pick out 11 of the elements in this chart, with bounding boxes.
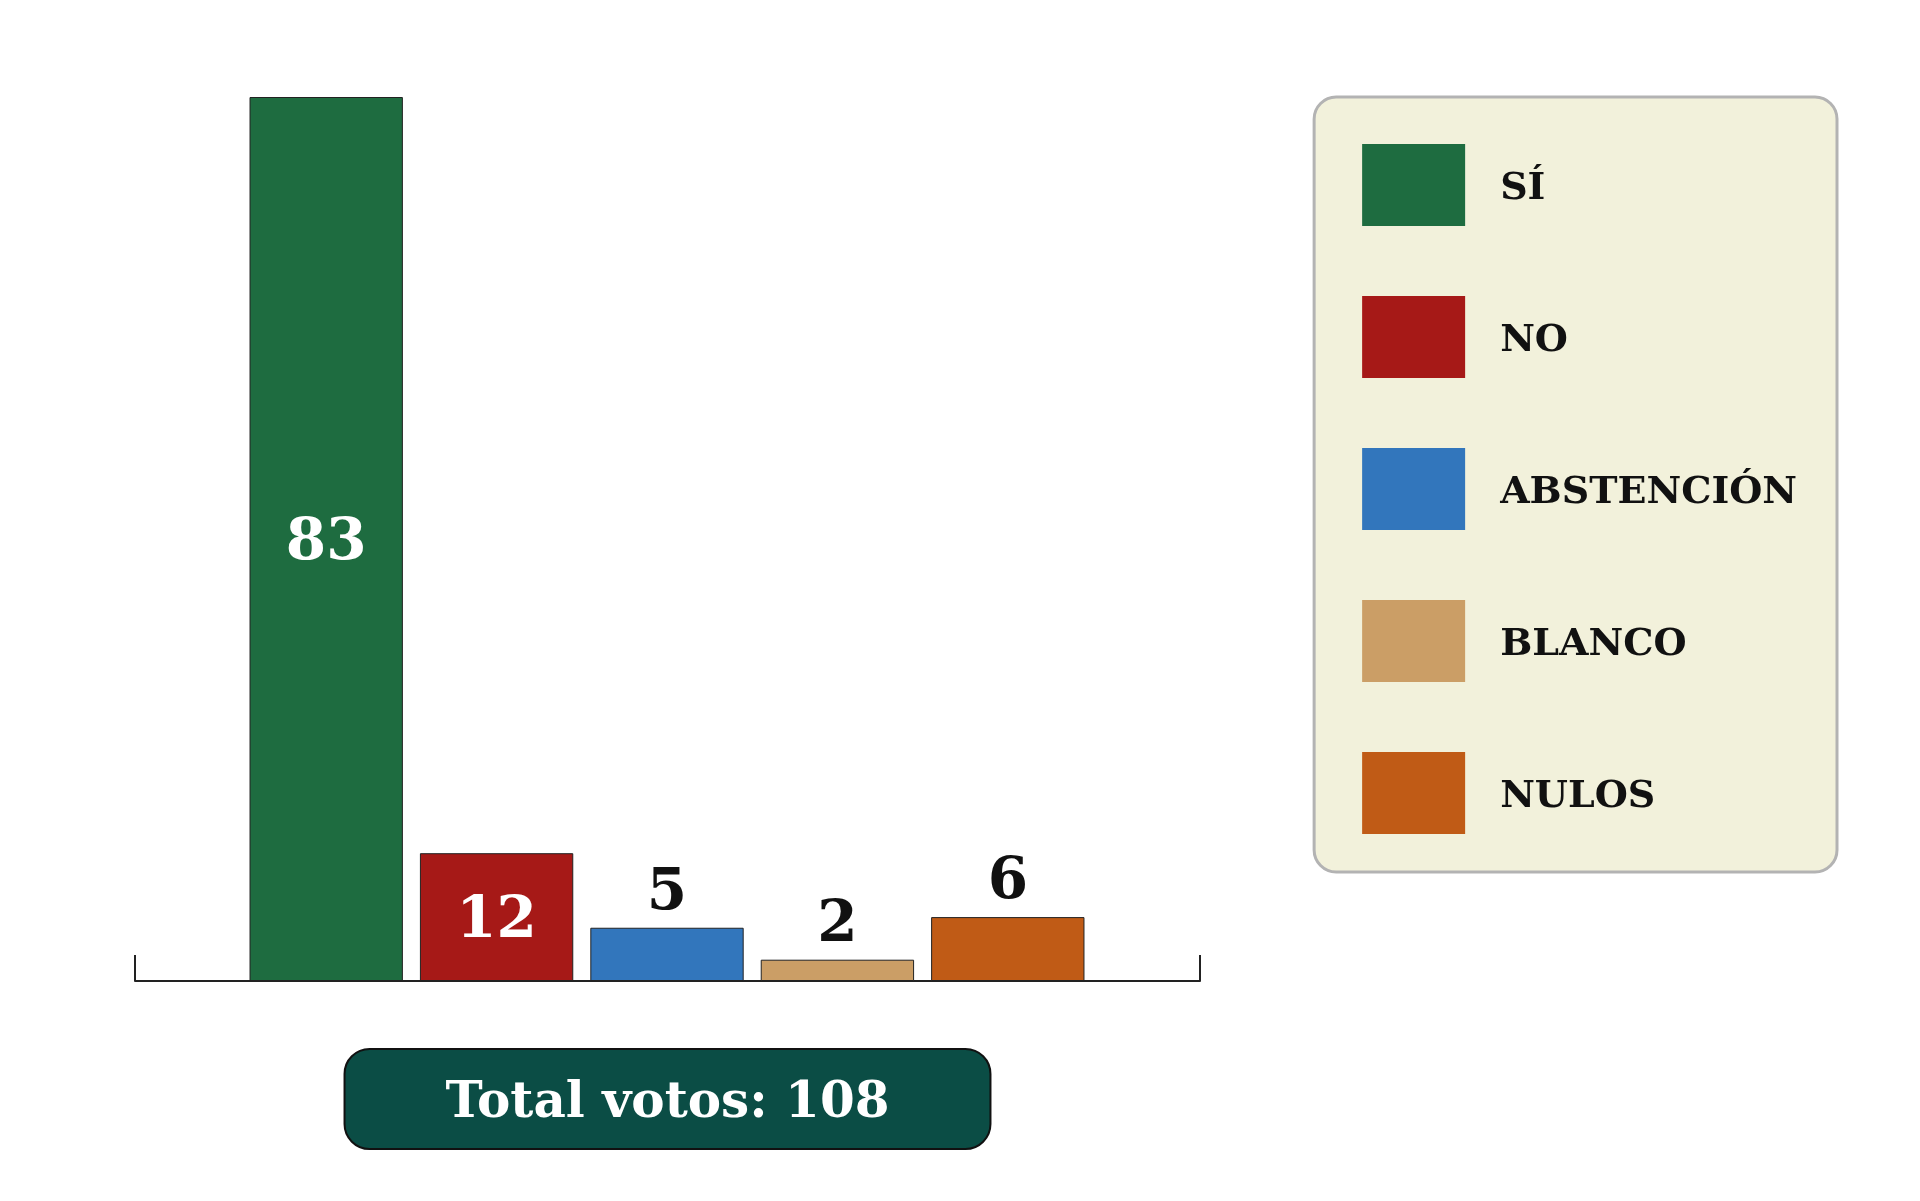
legend-label: NO [1500,314,1568,360]
text: Total votos: 108 [445,1069,890,1129]
legend-label: NULOS [1500,770,1656,816]
data-label: 2 [817,886,858,955]
legend-label: ABSTENCIÓN [1499,466,1797,512]
data-label: 83 [285,505,367,573]
legend-label: BLANCO [1500,618,1687,664]
data-label: 6 [987,844,1028,913]
legend-label: SÍ [1500,162,1546,208]
data-label: 12 [456,883,537,952]
data-label: 5 [646,854,688,923]
